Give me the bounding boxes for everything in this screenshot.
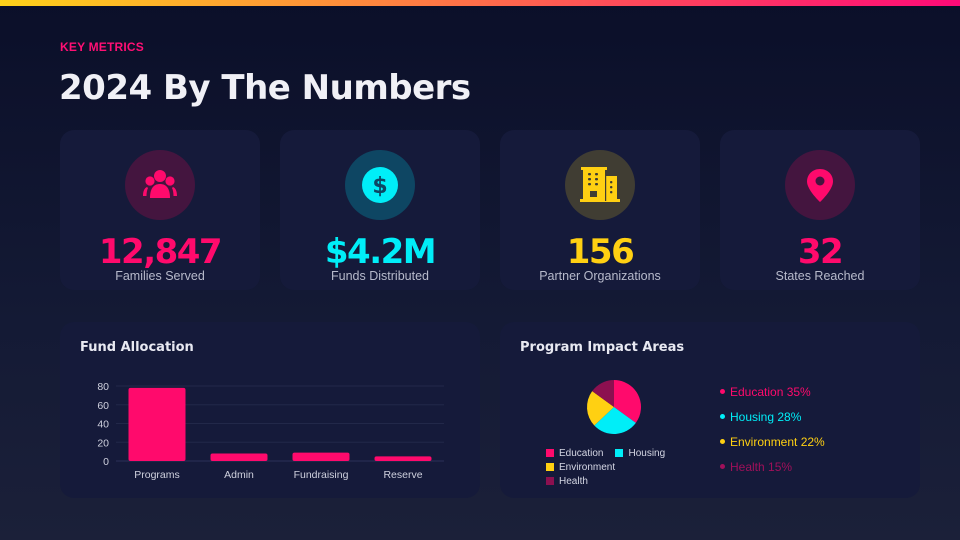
stat-icon-circle bbox=[785, 150, 855, 220]
page-title: 2024 By The Numbers bbox=[59, 68, 471, 108]
bullet-dot bbox=[720, 464, 725, 469]
svg-text:Admin: Admin bbox=[224, 469, 254, 481]
pie-legend-entry: Housing bbox=[615, 448, 665, 459]
stat-value: 32 bbox=[797, 232, 844, 272]
fund-allocation-panel: Fund Allocation 0 20 40 60 80 Programs Admin Fu… bbox=[60, 322, 480, 498]
stat-label: States Reached bbox=[775, 269, 865, 283]
map-pin-icon bbox=[807, 169, 833, 202]
svg-text:Programs: Programs bbox=[134, 469, 180, 481]
pie-slice-environment bbox=[587, 391, 614, 426]
program-impact-pie-chart bbox=[587, 380, 641, 434]
svg-text:20: 20 bbox=[97, 437, 109, 449]
stat-label: Partner Organizations bbox=[539, 269, 661, 283]
bar-admin bbox=[210, 453, 268, 461]
legend-swatch bbox=[546, 463, 554, 471]
stat-icon-circle: $ bbox=[345, 150, 415, 220]
pie-legend: Education Housing Environment Health bbox=[546, 446, 677, 488]
svg-text:$: $ bbox=[372, 174, 387, 199]
pie-slice-housing bbox=[594, 407, 636, 434]
svg-text:40: 40 bbox=[97, 419, 109, 431]
pie-legend-entry: Health bbox=[546, 476, 588, 487]
dollar-coin-icon: $ bbox=[362, 167, 398, 203]
svg-text:60: 60 bbox=[97, 400, 109, 412]
stat-card-funds: $ $4.2M Funds Distributed bbox=[280, 130, 480, 290]
impact-percent-list: Education 35% Housing 28% Environment 22… bbox=[720, 379, 825, 479]
impact-item-education: Education 35% bbox=[720, 379, 825, 404]
panel-title: Fund Allocation bbox=[80, 340, 194, 355]
legend-swatch bbox=[615, 449, 624, 457]
pie-slice-education bbox=[614, 380, 641, 423]
svg-text:Reserve: Reserve bbox=[383, 469, 422, 481]
stat-card-states: 32 States Reached bbox=[720, 130, 920, 290]
bullet-dot bbox=[720, 414, 725, 419]
impact-item-health: Health 15% bbox=[720, 454, 825, 479]
legend-swatch bbox=[546, 449, 554, 457]
legend-swatch bbox=[546, 477, 554, 485]
fund-allocation-bar-chart: 0 20 40 60 80 Programs Admin Fundraising Reserve bbox=[97, 381, 444, 481]
accent-gradient-bar bbox=[0, 0, 960, 6]
stat-card-partners: 156 Partner Organizations bbox=[500, 130, 700, 290]
stat-value: 156 bbox=[566, 232, 635, 272]
stat-label: Funds Distributed bbox=[331, 269, 429, 283]
bar-fundraising bbox=[292, 452, 350, 461]
svg-text:80: 80 bbox=[97, 381, 109, 393]
impact-item-environment: Environment 22% bbox=[720, 429, 825, 454]
pie-slice-health bbox=[592, 380, 614, 407]
panel-title: Program Impact Areas bbox=[520, 340, 685, 355]
building-icon bbox=[580, 167, 620, 202]
impact-item-housing: Housing 28% bbox=[720, 404, 825, 429]
bullet-dot bbox=[720, 389, 725, 394]
users-group-icon bbox=[143, 170, 177, 198]
stat-label: Families Served bbox=[115, 269, 205, 283]
stat-value: $4.2M bbox=[324, 232, 437, 272]
stat-icon-circle bbox=[565, 150, 635, 220]
svg-text:Fundraising: Fundraising bbox=[294, 469, 349, 481]
bullet-dot bbox=[720, 439, 725, 444]
program-impact-panel: Program Impact Areas Education Housing E… bbox=[500, 322, 920, 498]
stat-icon-circle bbox=[125, 150, 195, 220]
bar-programs bbox=[128, 387, 186, 461]
bar-reserve bbox=[374, 456, 432, 461]
pie-legend-entry: Education bbox=[546, 448, 603, 459]
section-eyebrow: KEY METRICS bbox=[60, 40, 144, 54]
stat-value: 12,847 bbox=[98, 232, 223, 272]
svg-text:0: 0 bbox=[103, 456, 109, 468]
pie-legend-entry: Environment bbox=[546, 462, 615, 473]
stat-card-families: 12,847 Families Served bbox=[60, 130, 260, 290]
